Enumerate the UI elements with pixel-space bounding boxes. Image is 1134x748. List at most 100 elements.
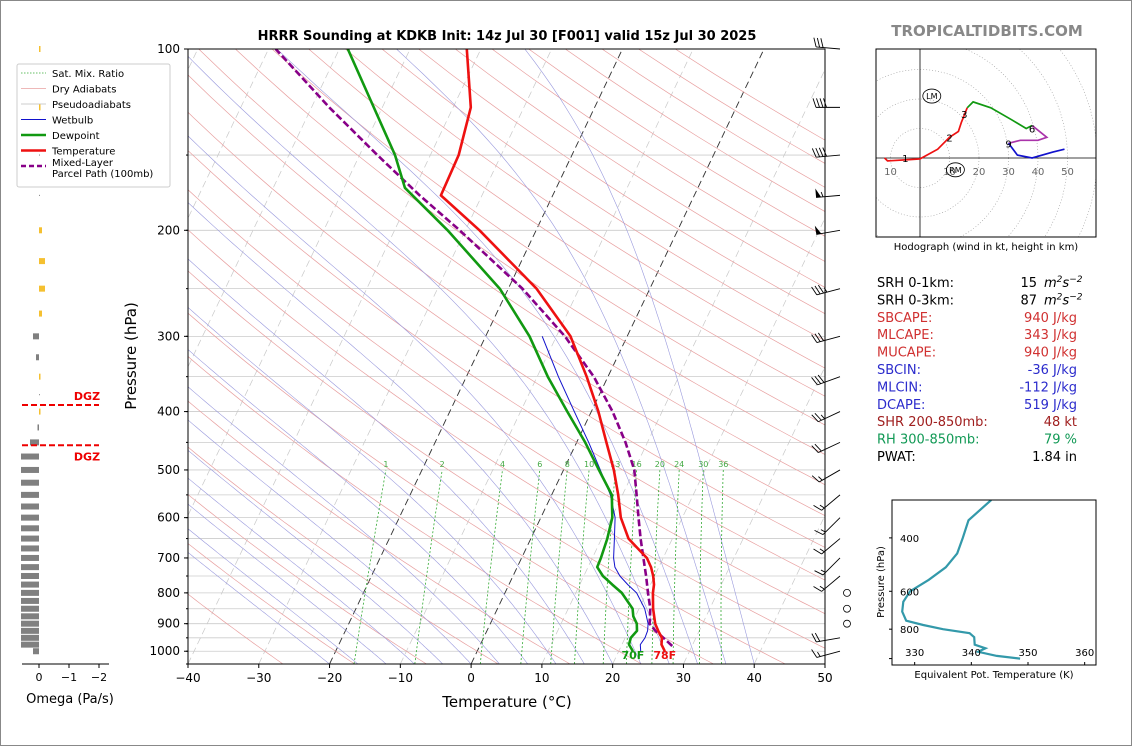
wind-barb-half (818, 476, 823, 481)
wind-barb-full (812, 98, 817, 108)
index-label: SBCIN: (877, 363, 921, 378)
theta-e-y-tick-label: 800 (900, 625, 919, 636)
wind-barb-staff (818, 469, 841, 483)
omega-bar (21, 620, 39, 627)
legend-label: Dewpoint (52, 131, 100, 142)
omega-bar (21, 564, 39, 571)
index-label: MLCAPE: (877, 328, 934, 343)
dry-adiabat (188, 494, 427, 664)
hodograph-ring-label: 40 (1032, 167, 1045, 178)
wind-barb-staff (816, 46, 841, 50)
moist-adiabat (188, 419, 472, 664)
theta-e-x-tick-label: 360 (1075, 648, 1094, 659)
y-tick-label: 500 (157, 463, 180, 477)
mixing-ratio-line (720, 469, 724, 664)
moist-adiabat (188, 449, 444, 664)
moist-adiabat (188, 528, 359, 664)
wind-barb-staff (822, 517, 841, 535)
moist-adiabat (188, 258, 585, 664)
omega-bar (21, 572, 39, 579)
omega-bar (21, 514, 39, 521)
wind-barb-half (823, 287, 828, 293)
wind-barb-staff (816, 288, 841, 296)
hodograph-trace (966, 100, 1033, 130)
isotherm (188, 49, 269, 219)
index-value: 1.84 in (1032, 450, 1077, 465)
omega-bar (21, 627, 39, 634)
wind-barb-full (817, 374, 825, 383)
hodograph-ring-label: 50 (1061, 167, 1074, 178)
moist-adiabat (188, 386, 500, 664)
surface-temperature-label: 78F (653, 649, 676, 662)
hodograph-trace (883, 107, 968, 162)
isotherm (188, 49, 482, 664)
wind-barb-full (815, 147, 820, 158)
moist-adiabat (188, 135, 642, 664)
index-value: -112 J/kg (1019, 380, 1077, 395)
legend-label: Parcel Path (100mb) (52, 169, 153, 180)
omega-bar (21, 545, 39, 552)
isotherm (753, 514, 825, 664)
wind-barb-full (813, 37, 817, 48)
omega-bar (21, 525, 39, 532)
isotherm (541, 68, 825, 664)
wind-barb-full (813, 586, 822, 592)
legend-label: Dry Adiabats (52, 85, 116, 96)
omega-bar (36, 354, 39, 361)
brand-logo: TROPICALTIDBITS.COM (891, 22, 1083, 40)
omega-axis-label: Omega (Pa/s) (26, 692, 114, 707)
wind-barb-flag (815, 188, 822, 198)
wind-barb-half (820, 529, 826, 533)
dry-adiabat (381, 49, 825, 341)
wind-barb-full (811, 286, 818, 296)
omega-bar (33, 333, 39, 340)
y-tick-label: 100 (157, 42, 180, 56)
wind-barb-full (814, 413, 822, 421)
surface-dewpoint-label: 70F (621, 649, 644, 662)
dgz-label: DGZ (74, 450, 100, 463)
moist-adiabat (188, 306, 557, 664)
index-value: 519 J/kg (1024, 398, 1077, 413)
omega-bar (21, 589, 39, 596)
dry-adiabat (188, 400, 571, 664)
y-tick-label: 600 (157, 511, 180, 525)
dry-adiabat (188, 356, 642, 664)
omega-bar (39, 285, 45, 292)
wind-barb-staff (818, 411, 841, 423)
hodograph-caption: Hodograph (wind in kt, height in km) (894, 242, 1079, 253)
wind-barb-half (820, 414, 825, 420)
moist-adiabat (188, 503, 387, 664)
omega-bar (21, 641, 39, 648)
mixing-ratio-line (479, 469, 503, 664)
theta-e-x-tick-label: 330 (905, 648, 924, 659)
dry-adiabat (188, 229, 825, 649)
legend: Sat. Mix. Ratio Dry Adiabats Pseudoadiabat… (16, 63, 171, 188)
chart-title: HRRR Sounding at KDKB Init: 14z Jul 30 [… (258, 29, 757, 44)
wind-barb-full (811, 334, 818, 343)
hodograph-panel: 10 10 20 30 40 50 1 2 3 6 9 LM RM (875, 48, 1097, 238)
theta-e-y-label: Pressure (hPa) (876, 546, 887, 618)
theta-e-x-tick-label: 340 (962, 648, 981, 659)
wetbulb-line (541, 336, 649, 652)
hodograph-ring-label: 30 (1002, 167, 1015, 178)
mixing-ratio-label: 30 (698, 460, 708, 469)
x-axis-label: Temperature (°C) (441, 693, 571, 711)
mixing-ratio-label: 16 (632, 460, 642, 469)
wind-barb-full (817, 332, 824, 341)
dry-adiabat (198, 49, 825, 486)
omega-bar (21, 535, 39, 542)
wind-barb-full (811, 414, 819, 423)
y-tick-label: 400 (157, 405, 180, 419)
x-tick-label: 30 (676, 671, 691, 685)
omega-tick-label: −1 (61, 671, 77, 684)
wind-barb-full (823, 98, 827, 108)
index-label: MUCAPE: (877, 346, 936, 361)
dry-adiabat (188, 150, 825, 581)
y-tick-label: 800 (157, 586, 180, 600)
isotherm (612, 217, 825, 664)
theta-e-panel: 400 600 800 330 340 350 360 (889, 499, 1097, 666)
wind-barb-staff (816, 335, 841, 343)
mixing-ratio-line (574, 469, 590, 664)
